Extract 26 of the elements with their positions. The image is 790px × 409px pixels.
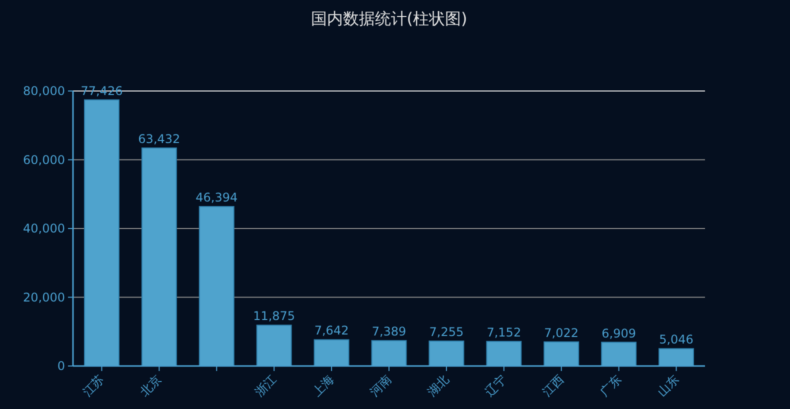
- y-tick-label: 60,000: [23, 152, 65, 167]
- data-label: 7,022: [544, 326, 579, 340]
- y-tick-label: 40,000: [23, 222, 65, 236]
- data-label: 46,394: [196, 190, 238, 205]
- x-tick-label: 浙江: [252, 372, 280, 400]
- data-label: 7,389: [372, 324, 406, 339]
- y-tick-label: 20,000: [23, 290, 65, 304]
- chart-title: 国内数据统计(柱状图): [310, 9, 468, 28]
- data-label: 11,875: [253, 309, 296, 324]
- y-tick-label: 80,000: [23, 84, 65, 98]
- data-label: 5,046: [659, 332, 694, 347]
- x-tick-label: 江苏: [80, 372, 107, 400]
- data-label: 7,255: [429, 325, 464, 340]
- data-label: 6,909: [602, 326, 636, 340]
- y-tick-label: 0: [57, 359, 65, 373]
- x-tick-label: 江西: [540, 372, 566, 400]
- data-label: 63,432: [138, 132, 180, 146]
- x-tick-label: 山东: [654, 372, 682, 400]
- x-tick-label: 北京: [137, 372, 164, 400]
- data-label: 7,152: [486, 325, 522, 340]
- x-tick-label: 上海: [310, 372, 337, 400]
- x-tick-label: 辽宁: [482, 372, 510, 400]
- x-tick-label: 河南: [367, 372, 394, 400]
- data-label: 7,642: [314, 324, 349, 338]
- x-tick-label: 广东: [597, 372, 624, 400]
- x-tick-label: 湖北: [424, 372, 452, 400]
